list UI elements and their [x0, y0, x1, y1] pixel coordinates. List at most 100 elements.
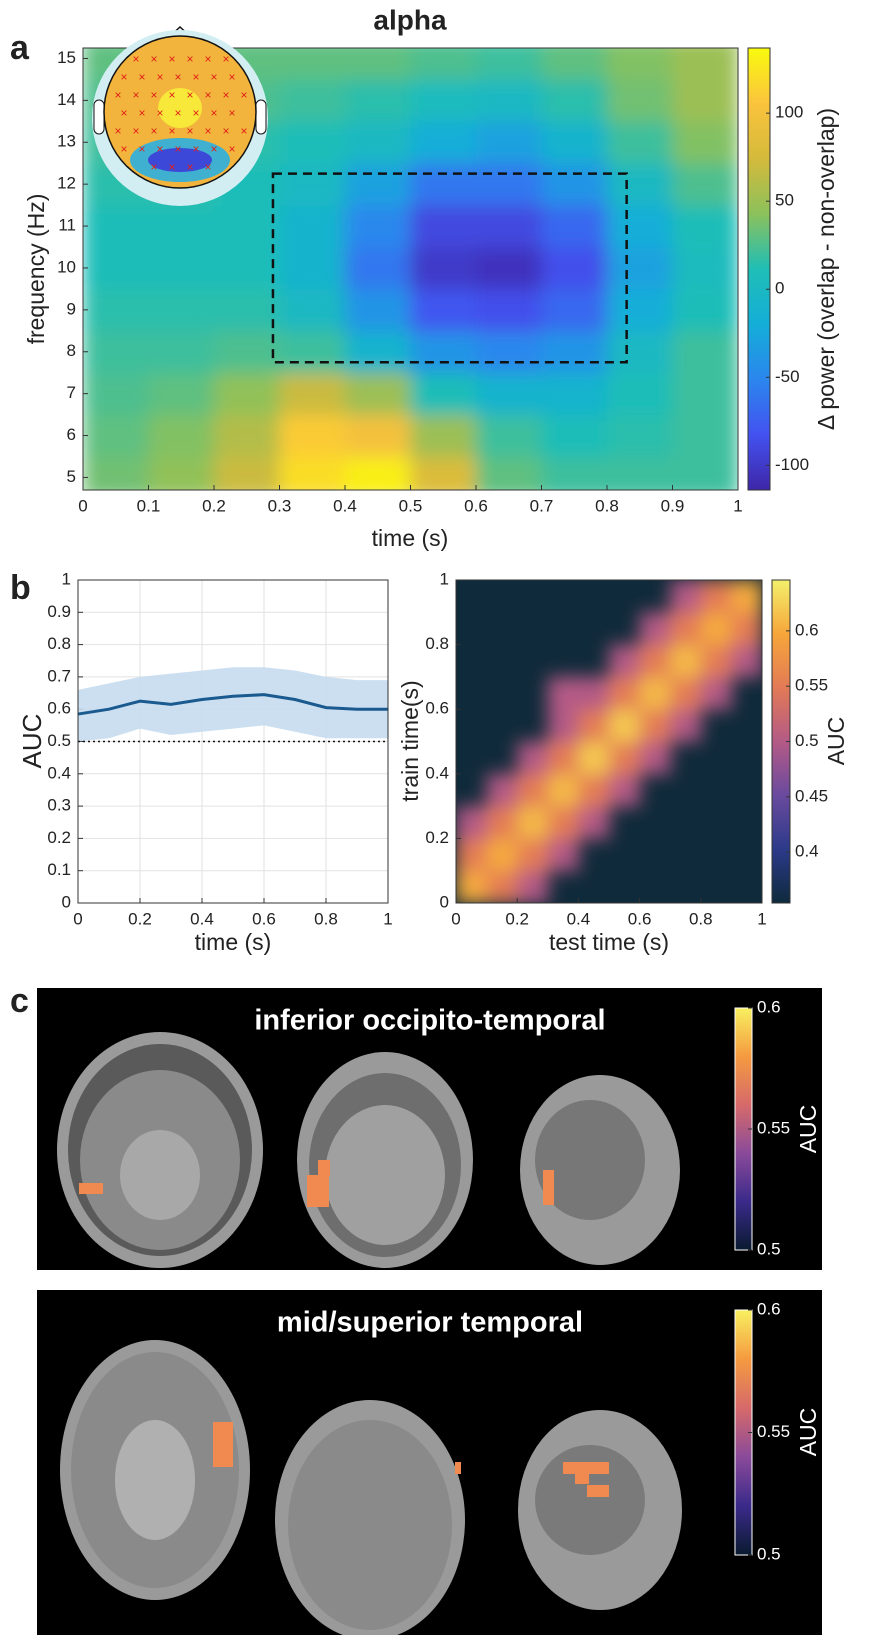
heatmap-cell — [672, 205, 738, 248]
heatmap-cell — [345, 48, 411, 80]
heatmap-cell — [476, 48, 542, 80]
y-tick-label: 9 — [67, 299, 76, 318]
y-tick-label: 5 — [67, 467, 76, 486]
heatmap-cell — [547, 773, 579, 807]
y-tick-label: 0.8 — [47, 634, 71, 653]
colorbar-tick-label: 0.45 — [795, 786, 828, 805]
heatmap-cell — [609, 773, 641, 807]
svg-text:×: × — [120, 70, 127, 84]
x-axis-label: test time (s) — [549, 929, 669, 955]
colorbar-tick-label: -100 — [775, 455, 809, 474]
svg-text:×: × — [168, 160, 175, 174]
heatmap-cell — [731, 580, 762, 613]
svg-text:×: × — [138, 70, 145, 84]
svg-text:×: × — [150, 160, 157, 174]
heatmap-cell — [476, 414, 542, 457]
y-tick-label: 10 — [57, 257, 76, 276]
svg-text:×: × — [186, 88, 193, 102]
heatmap-cell — [672, 288, 738, 332]
colorbar-tick-label: 0.55 — [757, 1118, 790, 1137]
colorbar-tick-label: -50 — [775, 367, 800, 386]
heatmap — [456, 580, 762, 903]
svg-text:×: × — [204, 52, 211, 66]
heatmap-cell — [345, 247, 411, 290]
colorbar-tick-label: 50 — [775, 191, 794, 210]
plot-frame — [455, 579, 763, 904]
y-tick-label: 6 — [67, 425, 76, 444]
x-tick-label: 1 — [383, 909, 392, 928]
svg-text:×: × — [210, 70, 217, 84]
panel-title: inferior occipito-temporal — [254, 1005, 605, 1037]
svg-text:×: × — [186, 52, 193, 66]
heatmap-cell — [279, 330, 346, 374]
heatmap-cell — [476, 330, 542, 374]
heatmap-cell — [148, 414, 215, 457]
heatmap-cell — [83, 247, 149, 290]
y-tick-label: 1 — [62, 569, 71, 588]
x-tick-label: 0.8 — [314, 909, 338, 928]
heatmap-cell — [410, 205, 477, 248]
chart-title: alpha — [373, 4, 447, 35]
colorbar-tick-label: 0.5 — [795, 731, 819, 750]
x-tick-label: 0 — [78, 496, 87, 515]
x-axis-label: time (s) — [372, 525, 449, 551]
heatmap-cell — [541, 372, 608, 416]
svg-text:×: × — [174, 142, 181, 156]
heatmap-cell — [214, 330, 280, 374]
brain-slices — [57, 1032, 682, 1635]
heatmap-cell — [345, 121, 411, 164]
heatmap-cell — [578, 709, 610, 742]
heatmap-cell — [672, 330, 738, 374]
heatmap-cell — [214, 414, 280, 457]
svg-text:×: × — [210, 106, 217, 120]
heatmap-cell — [410, 163, 477, 206]
heatmap-cell — [148, 330, 215, 374]
heatmap-cell — [700, 612, 732, 646]
heatmap-cell — [670, 580, 702, 613]
heatmap-cell — [476, 205, 542, 248]
x-tick-label: 0.6 — [252, 909, 276, 928]
heatmap-cell — [214, 372, 280, 416]
svg-text:×: × — [228, 142, 235, 156]
topomap-blob — [158, 88, 202, 128]
heatmap-cell — [607, 288, 673, 332]
y-tick-label: 14 — [57, 90, 76, 109]
colorbar-label: AUC — [795, 1105, 821, 1154]
heatmap-cell — [476, 163, 542, 206]
colorbar-tick-label: 0.6 — [757, 997, 781, 1016]
colorbar-tick-label: 0.4 — [795, 842, 819, 861]
topomap-ear — [255, 99, 267, 135]
svg-text:×: × — [204, 88, 211, 102]
heatmap-cell — [410, 288, 477, 332]
y-tick-label: 7 — [67, 383, 76, 402]
heatmap-cell — [476, 247, 542, 290]
heatmap-cell — [672, 163, 738, 206]
svg-text:×: × — [228, 106, 235, 120]
heatmap-cell — [670, 676, 702, 710]
heatmap-cell — [410, 247, 477, 290]
y-tick-label: 0.5 — [47, 731, 71, 750]
y-tick-label: 0.2 — [47, 828, 71, 847]
heatmap-cell — [214, 247, 280, 290]
heatmap-cells — [83, 48, 738, 490]
x-tick-label: 0.5 — [399, 496, 423, 515]
x-tick-label: 0.7 — [530, 496, 554, 515]
svg-text:×: × — [222, 52, 229, 66]
heatmap-cell — [672, 372, 738, 416]
heatmap-cell — [607, 48, 673, 80]
y-axis-label: train time(s) — [397, 680, 423, 801]
x-tick-label: 0.2 — [505, 909, 529, 928]
heatmap-cell — [607, 456, 673, 490]
heatmap-cell — [541, 163, 608, 206]
x-tick-label: 0.2 — [128, 909, 152, 928]
heatmap-cell — [410, 48, 477, 80]
heatmap-cell — [279, 247, 346, 290]
y-tick-label: 0.7 — [47, 666, 71, 685]
heatmap-cell — [345, 205, 411, 248]
svg-text:×: × — [192, 106, 199, 120]
svg-text:×: × — [138, 142, 145, 156]
heatmap-cell — [700, 644, 732, 678]
heatmap-cell — [731, 644, 762, 678]
heatmap-cell — [607, 330, 673, 374]
svg-text:×: × — [114, 124, 121, 138]
